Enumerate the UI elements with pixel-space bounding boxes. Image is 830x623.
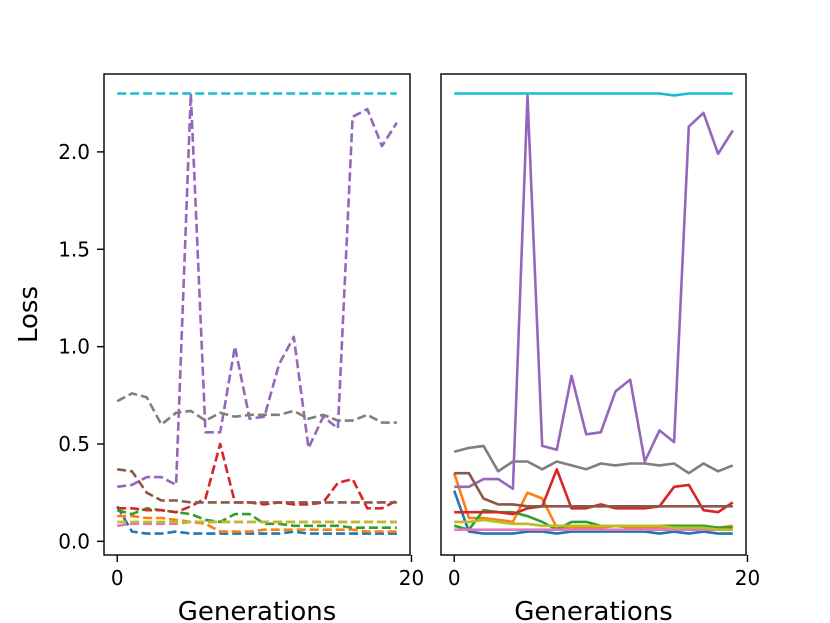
y-tick-label: 0.5	[58, 432, 90, 456]
series-line-orange	[117, 514, 397, 533]
series-line-cyan	[454, 92, 733, 97]
plot-frame	[440, 73, 747, 556]
x-tick-label: 20	[735, 566, 760, 590]
series-line-blue	[452, 490, 733, 535]
x-axis-label: Generations	[514, 597, 673, 623]
y-axis-label: Loss	[14, 286, 44, 343]
series-line-green	[116, 506, 397, 530]
y-tick-label: 2.0	[58, 140, 90, 164]
x-axis-label: Generations	[178, 597, 337, 623]
series-line-blue	[116, 505, 397, 535]
left-plot-panel: 0 20 0.0 0.5 1.0 1.5 2.0 Generations Loss	[14, 73, 424, 623]
series-line-gray	[116, 392, 397, 426]
series-line-olive	[454, 518, 733, 532]
x-tick-label: 20	[399, 566, 424, 590]
right-plot-panel: 0 20 Generations	[440, 73, 760, 623]
series-line-pink	[117, 520, 397, 528]
series-line-purple	[454, 94, 734, 491]
series-line-red	[117, 442, 398, 514]
x-tick-label: 0	[448, 566, 461, 590]
y-tick-label: 1.0	[58, 335, 90, 359]
series-line-brown	[117, 468, 397, 504]
y-tick-label: 1.5	[58, 237, 90, 261]
plot-frame	[103, 73, 411, 556]
series-line-gray	[453, 444, 734, 475]
series-line-brown	[454, 471, 733, 508]
series-line-purple	[117, 92, 398, 489]
y-tick-label: 0.0	[58, 529, 90, 553]
x-tick-label: 0	[111, 566, 124, 590]
series-line-orange	[452, 472, 733, 530]
